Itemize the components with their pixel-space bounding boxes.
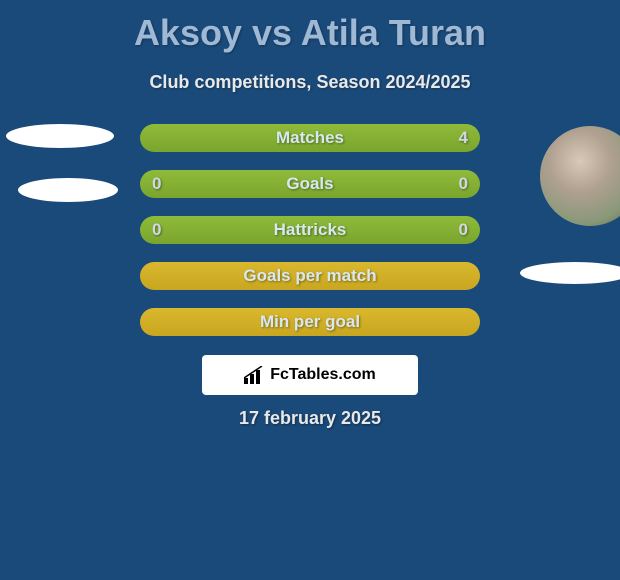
chart-icon: [244, 366, 266, 384]
stat-row-matches: Matches 4: [140, 124, 480, 152]
stats-container: Matches 4 0 Goals 0 0 Hattricks 0 Goals …: [140, 124, 480, 354]
stat-value-right: 0: [459, 174, 468, 194]
stat-row-goals-per-match: Goals per match: [140, 262, 480, 290]
stat-label: Hattricks: [274, 220, 347, 240]
logo-text: FcTables.com: [270, 366, 376, 384]
stat-label: Goals: [286, 174, 333, 194]
stat-value-right: 4: [459, 128, 468, 148]
decorative-ellipse-top-left: [6, 124, 114, 148]
stat-label: Goals per match: [243, 266, 376, 286]
page-subtitle: Club competitions, Season 2024/2025: [0, 72, 620, 93]
stat-row-goals: 0 Goals 0: [140, 170, 480, 198]
date-text: 17 february 2025: [0, 408, 620, 429]
stat-value-left: 0: [152, 220, 161, 240]
page-title: Aksoy vs Atila Turan: [0, 0, 620, 54]
stat-value-right: 0: [459, 220, 468, 240]
player-avatar-right: [540, 126, 620, 226]
stat-label: Matches: [276, 128, 344, 148]
decorative-ellipse-mid-left: [18, 178, 118, 202]
decorative-ellipse-mid-right: [520, 262, 620, 284]
stat-label: Min per goal: [260, 312, 360, 332]
stat-row-min-per-goal: Min per goal: [140, 308, 480, 336]
fctables-logo[interactable]: FcTables.com: [202, 355, 418, 395]
stat-row-hattricks: 0 Hattricks 0: [140, 216, 480, 244]
stat-value-left: 0: [152, 174, 161, 194]
